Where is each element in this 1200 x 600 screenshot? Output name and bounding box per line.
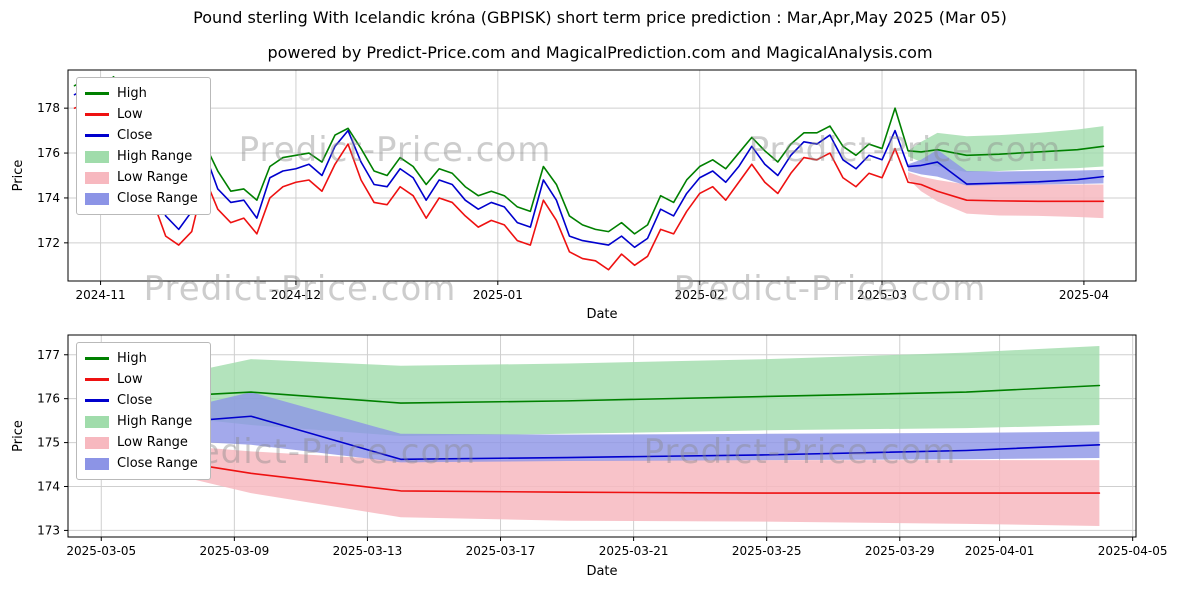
legend-swatch: [85, 192, 109, 205]
plot-border: [67, 69, 1137, 282]
x-tick-label: 2025-03-25: [732, 544, 802, 558]
legend-label: Low: [117, 107, 143, 122]
band-low-range: [101, 436, 1100, 527]
band-low-range: [908, 172, 1104, 219]
y-tick-label: 175: [37, 436, 60, 450]
legend-label: Close Range: [117, 456, 198, 471]
legend-swatch: [85, 378, 109, 381]
x-tick-label: 2025-03-05: [66, 544, 136, 558]
legend-swatch: [85, 171, 109, 184]
legend-swatch: [85, 457, 109, 470]
x-axis-label: Date: [586, 307, 617, 322]
legend-item-close: Close: [85, 390, 198, 411]
legend-swatch: [85, 150, 109, 163]
y-axis-label: Price: [11, 420, 26, 452]
legend-item-close-range: Close Range: [85, 188, 198, 209]
y-tick-label: 178: [37, 101, 60, 115]
y-tick-label: 176: [37, 392, 60, 406]
chart-forecast-detail: 2025-03-05 2025-03-09 2025-03-13 2025-03-17…: [11, 334, 1168, 579]
legend-item-low-range: Low Range: [85, 167, 198, 188]
x-tick-label: 2024-11: [75, 288, 125, 302]
legend-item-high: High: [85, 83, 198, 104]
line-low: [73, 102, 1105, 271]
x-tick-label: 2025-04-01: [965, 544, 1035, 558]
legend: High Low Close High Range Low Range Close Ran…: [76, 342, 211, 480]
y-tick-label: 174: [37, 480, 60, 494]
legend-item-high-range: High Range: [85, 411, 198, 432]
y-axis-label: Price: [11, 160, 26, 192]
x-tick-label: 2025-03: [857, 288, 907, 302]
x-tick-label: 2025-01: [473, 288, 523, 302]
legend-label: Close Range: [117, 191, 198, 206]
chart-historical-and-forecast: 2024-11 2024-12 2025-01 2025-02 2025-03 2025-…: [11, 69, 1137, 322]
legend-item-close: Close: [85, 125, 198, 146]
legend-swatch: [85, 92, 109, 95]
plot-border: [67, 334, 1137, 538]
line-close: [73, 84, 1105, 249]
legend-swatch: [85, 113, 109, 116]
legend-label: High Range: [117, 149, 193, 164]
y-tick-label: 177: [37, 348, 60, 362]
x-tick-label: 2025-04: [1059, 288, 1109, 302]
legend-swatch: [85, 436, 109, 449]
legend-item-low: Low: [85, 104, 198, 125]
legend-label: High: [117, 351, 147, 366]
legend-item-high-range: High Range: [85, 146, 198, 167]
y-tick-label: 172: [37, 236, 60, 250]
x-tick-label: 2025-03-13: [333, 544, 403, 558]
legend-label: Close: [117, 128, 153, 143]
x-axis-label: Date: [586, 564, 617, 579]
y-tick-label: 176: [37, 146, 60, 160]
x-tick-label: 2025-03-29: [865, 544, 935, 558]
y-tick-label: 173: [37, 523, 60, 537]
legend-item-low: Low: [85, 369, 198, 390]
page-title: Pound sterling With Icelandic króna (GBP…: [193, 8, 1007, 27]
legend-item-high: High: [85, 348, 198, 369]
band-high-range: [908, 126, 1104, 173]
legend-label: Close: [117, 393, 153, 408]
x-tick-label: 2025-03-17: [466, 544, 536, 558]
legend-label: High Range: [117, 414, 193, 429]
line-high: [73, 75, 1105, 235]
legend-item-low-range: Low Range: [85, 432, 198, 453]
y-tick-label: 174: [37, 191, 60, 205]
legend-swatch: [85, 134, 109, 137]
legend-swatch: [85, 399, 109, 402]
band-high-range: [101, 345, 1100, 436]
x-tick-label: 2025-03-21: [599, 544, 669, 558]
x-tick-label: 2024-12: [271, 288, 321, 302]
legend-swatch: [85, 357, 109, 360]
legend-label: Low: [117, 372, 143, 387]
legend-label: High: [117, 86, 147, 101]
legend: High Low Close High Range Low Range Close Ran…: [76, 77, 211, 215]
legend-item-close-range: Close Range: [85, 453, 198, 474]
x-tick-label: 2025-03-09: [199, 544, 269, 558]
x-tick-label: 2025-04-05: [1098, 544, 1168, 558]
x-tick-label: 2025-02: [675, 288, 725, 302]
legend-swatch: [85, 415, 109, 428]
legend-label: Low Range: [117, 435, 188, 450]
page-subtitle: powered by Predict-Price.com and Magical…: [267, 43, 933, 62]
legend-label: Low Range: [117, 170, 188, 185]
